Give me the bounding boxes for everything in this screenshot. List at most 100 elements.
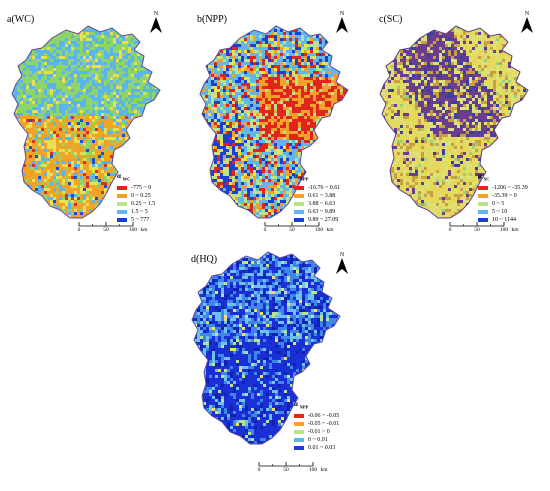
region-outline	[199, 25, 349, 219]
scale-bar-label: 0	[263, 227, 267, 233]
legend-swatch	[294, 210, 304, 215]
legend-label: 1.5 ~ 5	[131, 209, 148, 216]
legend-item: 0.25 ~ 1.5	[117, 200, 155, 208]
scale-bar-label: 100	[128, 227, 138, 233]
legend-label: 6.63 ~ 9.89	[308, 209, 336, 216]
panel-title: d(HQ)	[191, 254, 218, 265]
legend-swatch	[294, 194, 304, 199]
legend-item: 0 ~ 5	[478, 200, 528, 208]
scale-bar-label: 100	[499, 227, 509, 233]
legend-label: 10 ~ 1144	[492, 217, 517, 224]
scale-bar-label: km	[326, 227, 334, 233]
panel-title: b(NPP)	[197, 14, 228, 25]
north-arrow-icon	[150, 17, 162, 33]
legend-swatch	[117, 210, 127, 215]
legend-item: 9.89 ~ 27.09	[294, 216, 340, 224]
legend-swatch	[294, 186, 304, 191]
region-map	[11, 25, 161, 219]
legend-item: 0.01 ~ 0.03	[294, 444, 339, 452]
legend-swatch	[294, 218, 304, 223]
legend-label: 0 ~ 0.01	[308, 437, 328, 444]
scale-bar-label: 0	[257, 467, 261, 473]
panel-title: a(WC)	[7, 14, 35, 25]
scale-bar-line	[264, 222, 320, 227]
scale-bar-label: km	[320, 467, 328, 473]
legend-swatch	[294, 422, 304, 427]
legend-label: -35.39 ~ 0	[492, 193, 517, 200]
legend-item: 3.88 ~ 6.63	[294, 200, 340, 208]
legend-item: -0.05 ~ -0.01	[294, 420, 339, 428]
legend-swatch	[478, 186, 488, 191]
legend-swatch	[117, 202, 127, 207]
legend-swatch	[294, 430, 304, 435]
scale-bar-label: 0	[448, 227, 452, 233]
scale-bar-label: km	[511, 227, 519, 233]
legend-label: 0.01 ~ 0.03	[308, 445, 336, 452]
legend-swatch	[294, 414, 304, 419]
legend-label: 3.88 ~ 6.63	[308, 201, 336, 208]
north-arrow: N	[520, 11, 534, 33]
scale-bar: 0 50 100 km	[78, 222, 148, 234]
legend-swatch	[478, 218, 488, 223]
legend-item: -0.01 ~ 0	[294, 428, 339, 436]
north-arrow: N	[335, 252, 349, 274]
north-arrow-icon	[336, 17, 348, 33]
legend-swatch	[117, 218, 127, 223]
legend-item: 6.63 ~ 9.89	[294, 208, 340, 216]
legend-item: 0.61 ~ 3.88	[294, 192, 340, 200]
legend-item: 5 ~ 10	[478, 208, 528, 216]
legend-swatch	[478, 194, 488, 199]
legend-label: -16.76 ~ 0.61	[308, 185, 341, 192]
legend-item: -0.06 ~ -0.05	[294, 412, 339, 420]
legend-swatch	[478, 202, 488, 207]
legend-item: 1.5 ~ 5	[117, 208, 155, 216]
legend-label: 0.61 ~ 3.88	[308, 193, 336, 200]
map-panel-hq: d(HQ) N α NPP -0.06 ~ -0.05 -0.05 ~ -0.01…	[180, 250, 380, 491]
scale-bar-label: 50	[103, 227, 109, 233]
scale-bar: 0 50 100 km	[258, 462, 328, 474]
legend-item: 0 ~ 0.25	[117, 192, 155, 200]
legend-label: 5 ~ 777	[131, 217, 150, 224]
legend-item: -16.76 ~ 0.61	[294, 184, 340, 192]
scale-bar-label: 100	[314, 227, 324, 233]
north-arrow: N	[149, 11, 163, 33]
legend-item: 0 ~ 0.01	[294, 436, 339, 444]
legend-item: 10 ~ 1144	[478, 216, 528, 224]
legend-label: -0.05 ~ -0.01	[308, 421, 340, 428]
region-outline	[11, 25, 161, 219]
scale-bar: 0 50 100 km	[264, 222, 334, 234]
scale-bar-label: 50	[283, 467, 289, 473]
legend-item: -1206 ~ -35.39	[478, 184, 528, 192]
legend-label: -0.06 ~ -0.05	[308, 413, 340, 420]
legend: α NPP -16.76 ~ 0.61 0.61 ~ 3.88 3.88 ~ 6.6…	[294, 172, 341, 224]
scale-bar-line	[258, 462, 314, 467]
legend-swatch	[478, 210, 488, 215]
legend: α NPP -0.06 ~ -0.05 -0.05 ~ -0.01 -0.01 ~ …	[294, 400, 340, 452]
panel-title: c(SC)	[379, 14, 403, 25]
legend-label: -1206 ~ -35.39	[492, 185, 528, 192]
legend-swatch	[294, 438, 304, 443]
legend-item: -775 ~ 0	[117, 184, 155, 192]
legend-label: 9.89 ~ 27.09	[308, 217, 339, 224]
legend-label: 5 ~ 10	[492, 209, 508, 216]
scale-bar-label: 50	[289, 227, 295, 233]
region-map	[199, 25, 349, 219]
scale-bar-line	[449, 222, 505, 227]
legend-label: 0 ~ 0.25	[131, 193, 151, 200]
region-map	[191, 251, 341, 445]
legend-label: 0 ~ 5	[492, 201, 505, 208]
scale-bar-label: 100	[308, 467, 318, 473]
scale-bar-label: km	[140, 227, 148, 233]
map-panel-npp: b(NPP) N α NPP -16.76 ~ 0.61 0.61 ~ 3.88 3…	[184, 0, 374, 245]
region-outline	[379, 25, 529, 219]
north-arrow: N	[335, 11, 349, 33]
region-outline	[191, 251, 341, 445]
legend-label: 0.25 ~ 1.5	[131, 201, 156, 208]
legend-swatch	[117, 194, 127, 199]
north-arrow-icon	[336, 258, 348, 274]
scale-bar: 0 50 100 km	[449, 222, 519, 234]
legend-label: -775 ~ 0	[131, 185, 152, 192]
legend-item: -35.39 ~ 0	[478, 192, 528, 200]
